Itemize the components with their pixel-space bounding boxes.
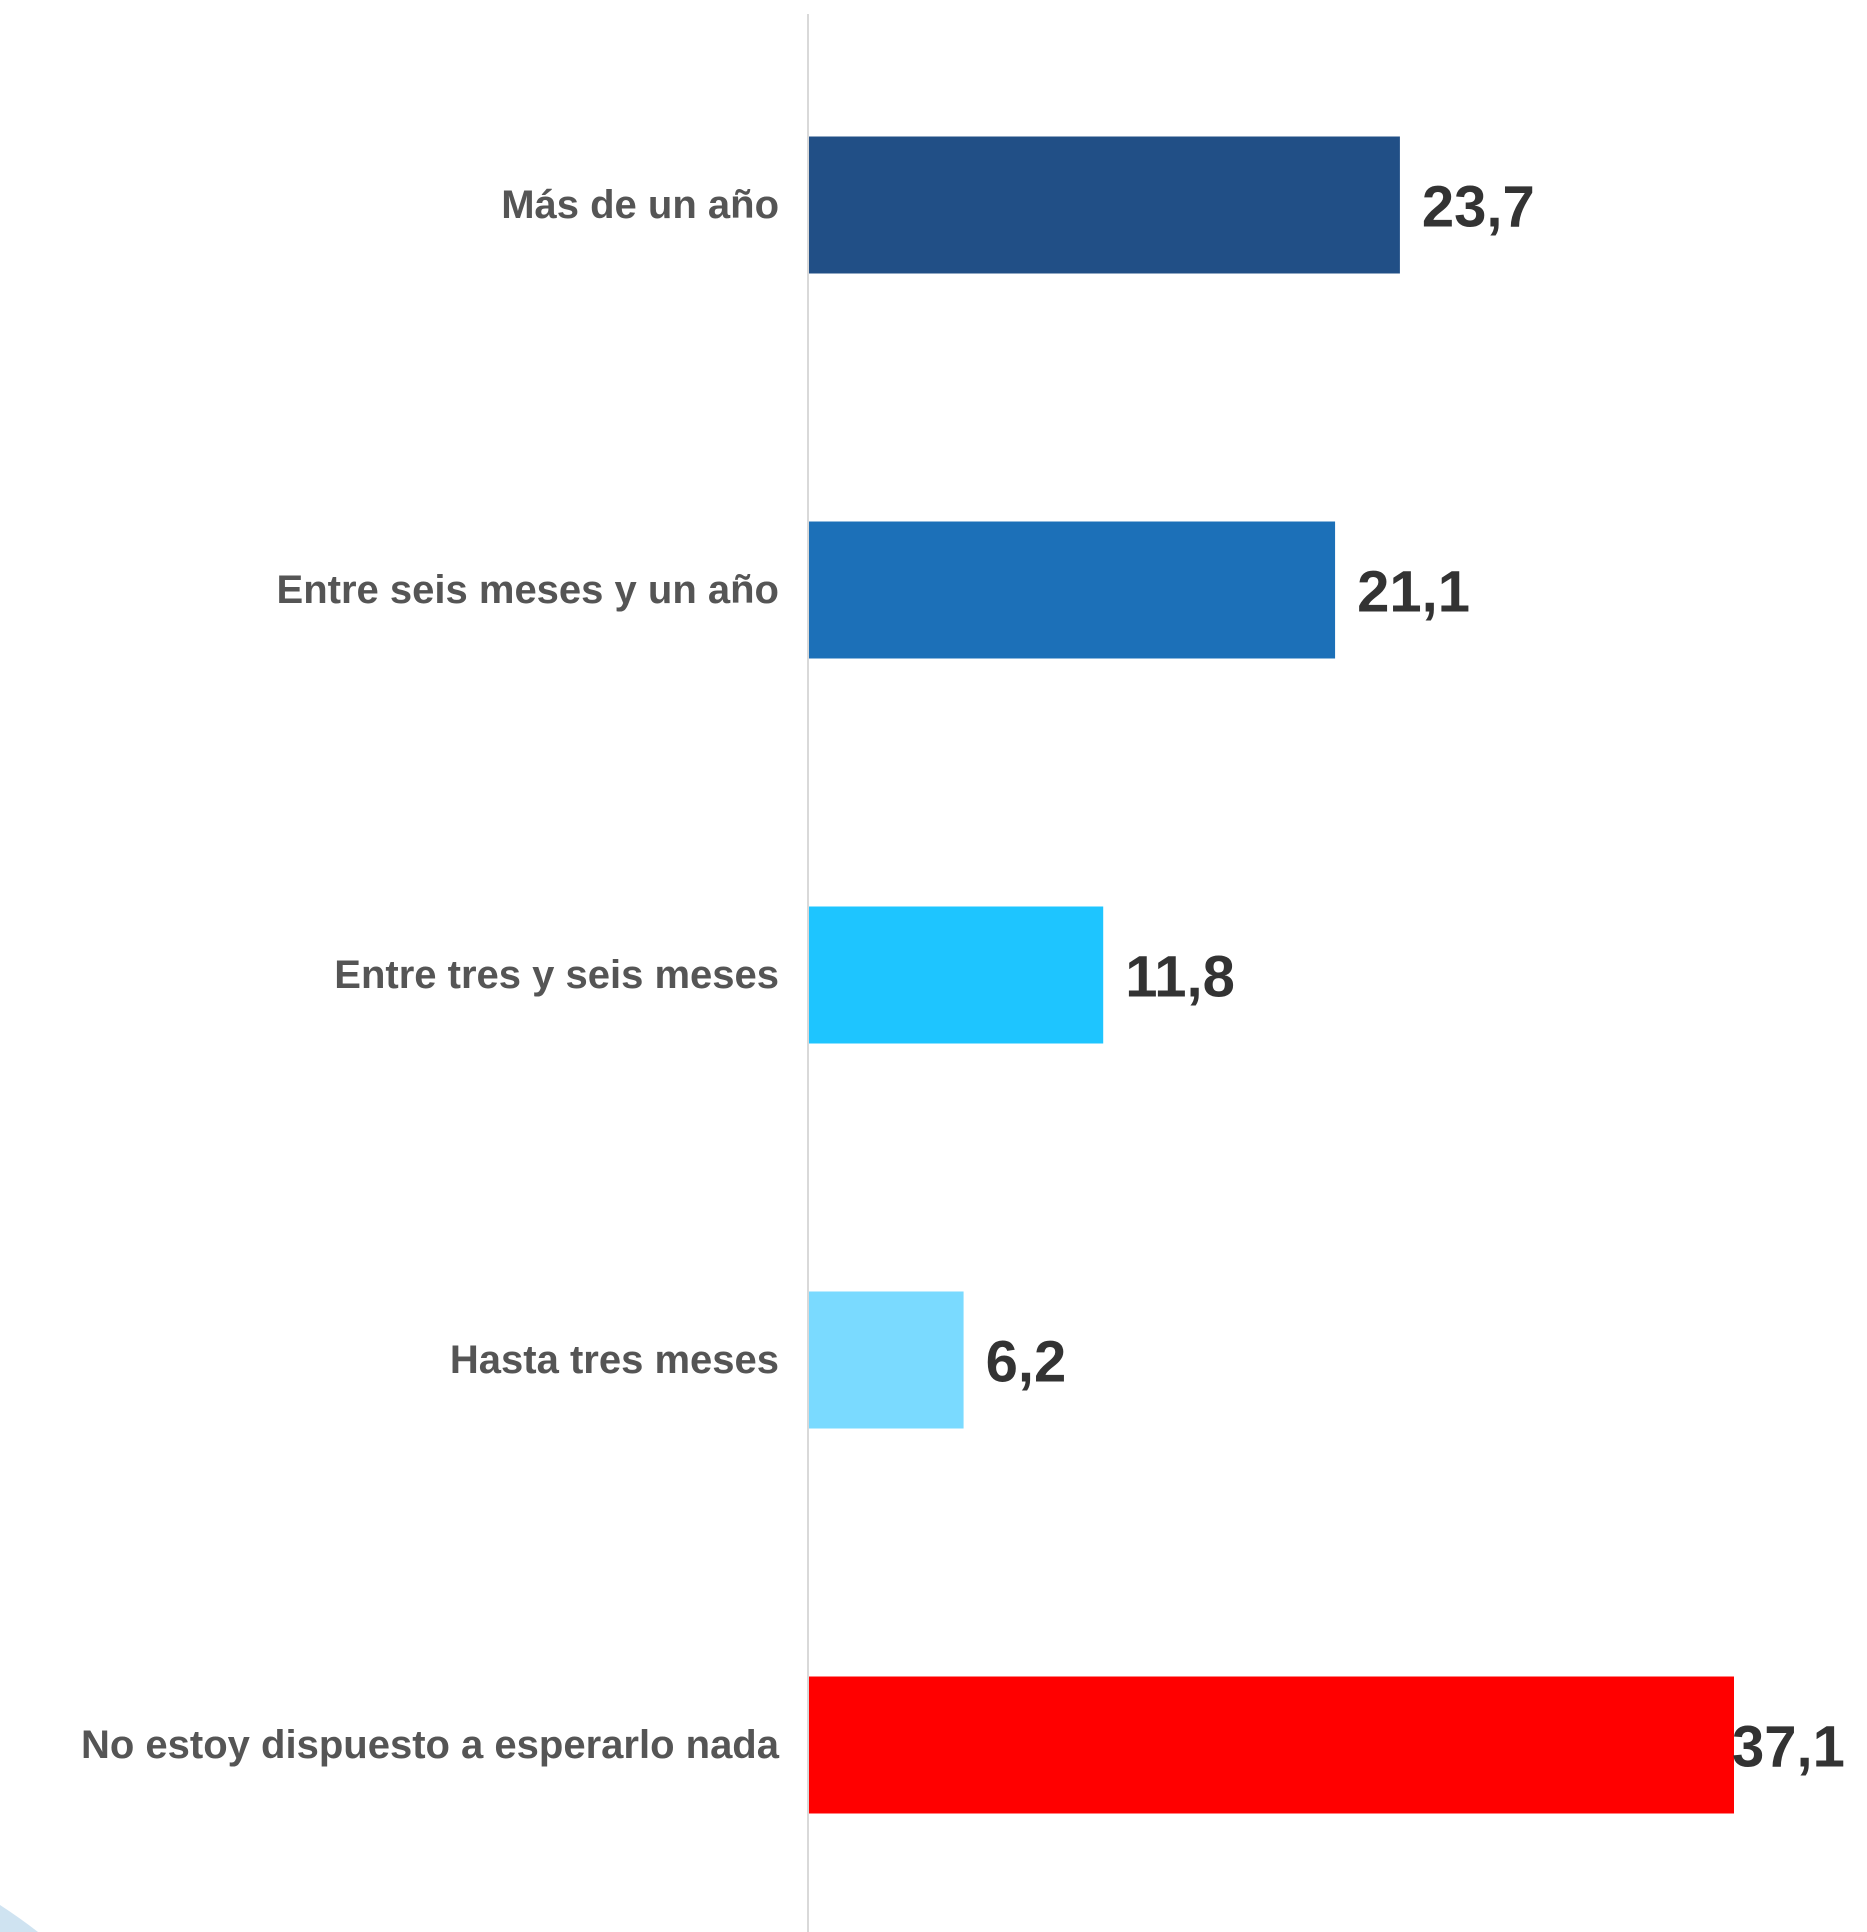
category-labels-group: Más de un año Entre seis meses y un año En… [81, 183, 780, 1767]
bar-3 [809, 906, 1104, 1044]
value-label-2: 21,1 [1357, 560, 1470, 625]
value-labels-group: 23,7 21,1 11,8 6,2 37,1 [986, 175, 1845, 1780]
category-label-1: Más de un año [501, 183, 779, 227]
category-label-5: No estoy dispuesto a esperarlo nada [81, 1723, 780, 1767]
value-label-4: 6,2 [986, 1330, 1067, 1395]
category-label-4: Hasta tres meses [450, 1338, 779, 1382]
value-label-1: 23,7 [1422, 175, 1535, 240]
category-label-3: Entre tres y seis meses [334, 953, 779, 997]
bar-2 [809, 521, 1336, 659]
bar-1 [809, 136, 1400, 274]
bars-group [809, 136, 1734, 1814]
value-label-5: 37,1 [1732, 1715, 1845, 1780]
bar-5 [809, 1676, 1734, 1814]
value-label-3: 11,8 [1125, 945, 1235, 1010]
corner-decoration [0, 1905, 38, 1932]
bar-4 [809, 1291, 964, 1429]
category-label-2: Entre seis meses y un año [277, 568, 779, 612]
